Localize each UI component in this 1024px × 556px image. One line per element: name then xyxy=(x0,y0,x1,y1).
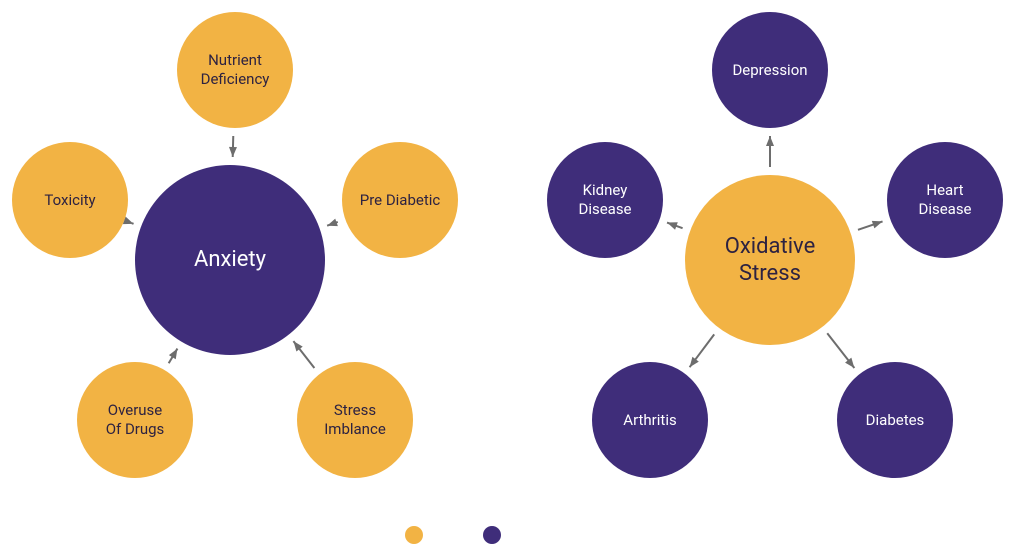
outer-node-stressimb: Stress Imblance xyxy=(297,362,413,478)
legend-dot-1 xyxy=(483,526,501,544)
node-label: Depression xyxy=(732,61,807,80)
center-node-anxiety: Anxiety xyxy=(135,165,325,355)
node-label: Anxiety xyxy=(194,246,266,274)
outer-node-toxicity: Toxicity xyxy=(12,142,128,258)
outer-node-nutrient: Nutrient Deficiency xyxy=(177,12,293,128)
node-label: Arthritis xyxy=(623,411,676,430)
node-label: Oxidative Stress xyxy=(725,233,816,288)
node-label: Nutrient Deficiency xyxy=(201,51,270,89)
outer-node-diabetes: Diabetes xyxy=(837,362,953,478)
diagram-stage: Anxiety Nutrient Deficiency Pre Diabetic St… xyxy=(0,0,1024,556)
outer-node-depression: Depression xyxy=(712,12,828,128)
node-label: Kidney Disease xyxy=(578,181,631,219)
node-label: Heart Disease xyxy=(918,181,971,219)
node-label: Toxicity xyxy=(44,191,95,210)
outer-node-prediab: Pre Diabetic xyxy=(342,142,458,258)
node-label: Overuse Of Drugs xyxy=(106,401,165,439)
node-label: Diabetes xyxy=(866,411,925,430)
outer-node-overuse: Overuse Of Drugs xyxy=(77,362,193,478)
center-node-oxidative: Oxidative Stress xyxy=(685,175,855,345)
legend xyxy=(405,526,501,544)
outer-node-kidney: Kidney Disease xyxy=(547,142,663,258)
node-label: Pre Diabetic xyxy=(360,191,441,210)
outer-node-heart: Heart Disease xyxy=(887,142,1003,258)
legend-dot-0 xyxy=(405,526,423,544)
node-label: Stress Imblance xyxy=(324,401,386,439)
outer-node-arthritis: Arthritis xyxy=(592,362,708,478)
